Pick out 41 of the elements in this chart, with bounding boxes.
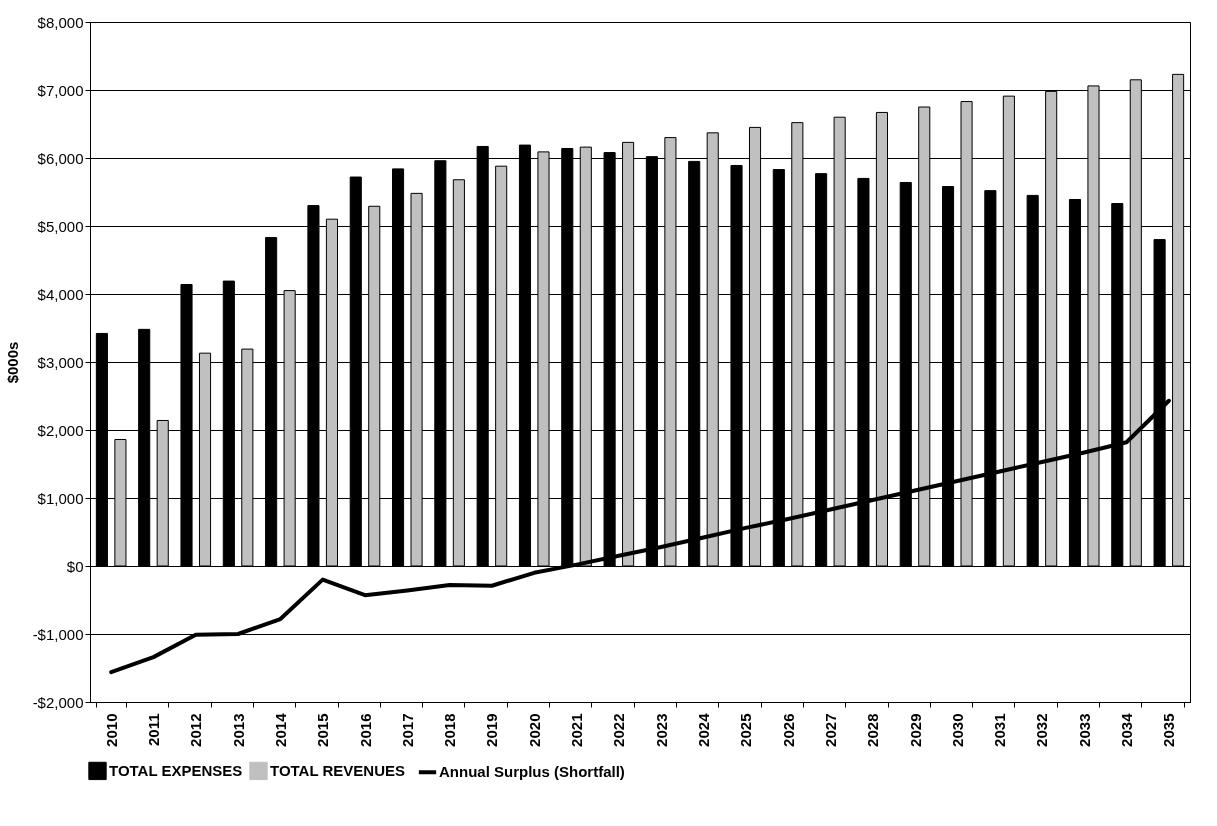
- x-tick-label: 2025: [737, 713, 755, 747]
- y-tick-label: $2,000: [37, 421, 84, 439]
- x-tick-label: 2020: [525, 713, 543, 747]
- x-tick-label: 2034: [1118, 712, 1136, 747]
- legend-label: TOTAL EXPENSES: [109, 761, 243, 779]
- x-tick-label: 2016: [356, 713, 374, 747]
- y-axis-title: $000s: [3, 341, 21, 384]
- x-tick-label: 2019: [483, 713, 501, 747]
- legend-label: Annual Surplus (Shortfall): [439, 763, 625, 781]
- x-tick-label: 2032: [1033, 713, 1051, 747]
- x-tick-label: 2026: [779, 713, 797, 747]
- x-tick-label: 2018: [441, 713, 459, 747]
- x-tick-label: 2017: [398, 713, 416, 747]
- y-tick-label: $4,000: [37, 285, 84, 303]
- x-tick-label: 2023: [652, 713, 670, 747]
- x-tick-label: 2015: [314, 713, 332, 747]
- x-tick-label: 2013: [229, 713, 247, 747]
- y-tick-label: $1,000: [37, 489, 84, 507]
- legend-label: TOTAL REVENUES: [270, 761, 406, 779]
- x-tick-label: 2035: [1160, 713, 1178, 747]
- x-tick-label: 2010: [102, 713, 120, 747]
- x-tick-label: 2029: [906, 713, 924, 747]
- y-tick-label: $3,000: [37, 353, 84, 371]
- x-tick-label: 2024: [694, 712, 712, 747]
- x-tick-label: 2012: [187, 713, 205, 747]
- y-tick-label: $8,000: [37, 13, 84, 31]
- x-tick-label: 2030: [948, 713, 966, 747]
- x-tick-label: 2028: [864, 713, 882, 747]
- x-tick-label: 2033: [1075, 713, 1093, 747]
- y-tick-label: -$1,000: [32, 625, 84, 643]
- x-tick-label: 2027: [821, 713, 839, 747]
- x-tick-label: 2031: [991, 713, 1009, 747]
- x-tick-label: 2011: [144, 713, 162, 747]
- x-tick-label: 2014: [271, 712, 289, 747]
- x-tick-label: 2021: [568, 713, 586, 747]
- y-tick-label: -$2,000: [32, 693, 84, 711]
- y-tick-label: $5,000: [37, 217, 84, 235]
- y-tick-label: $0: [66, 557, 84, 575]
- y-tick-label: $7,000: [37, 81, 84, 99]
- y-tick-label: $6,000: [37, 149, 84, 167]
- x-tick-label: 2022: [610, 713, 628, 747]
